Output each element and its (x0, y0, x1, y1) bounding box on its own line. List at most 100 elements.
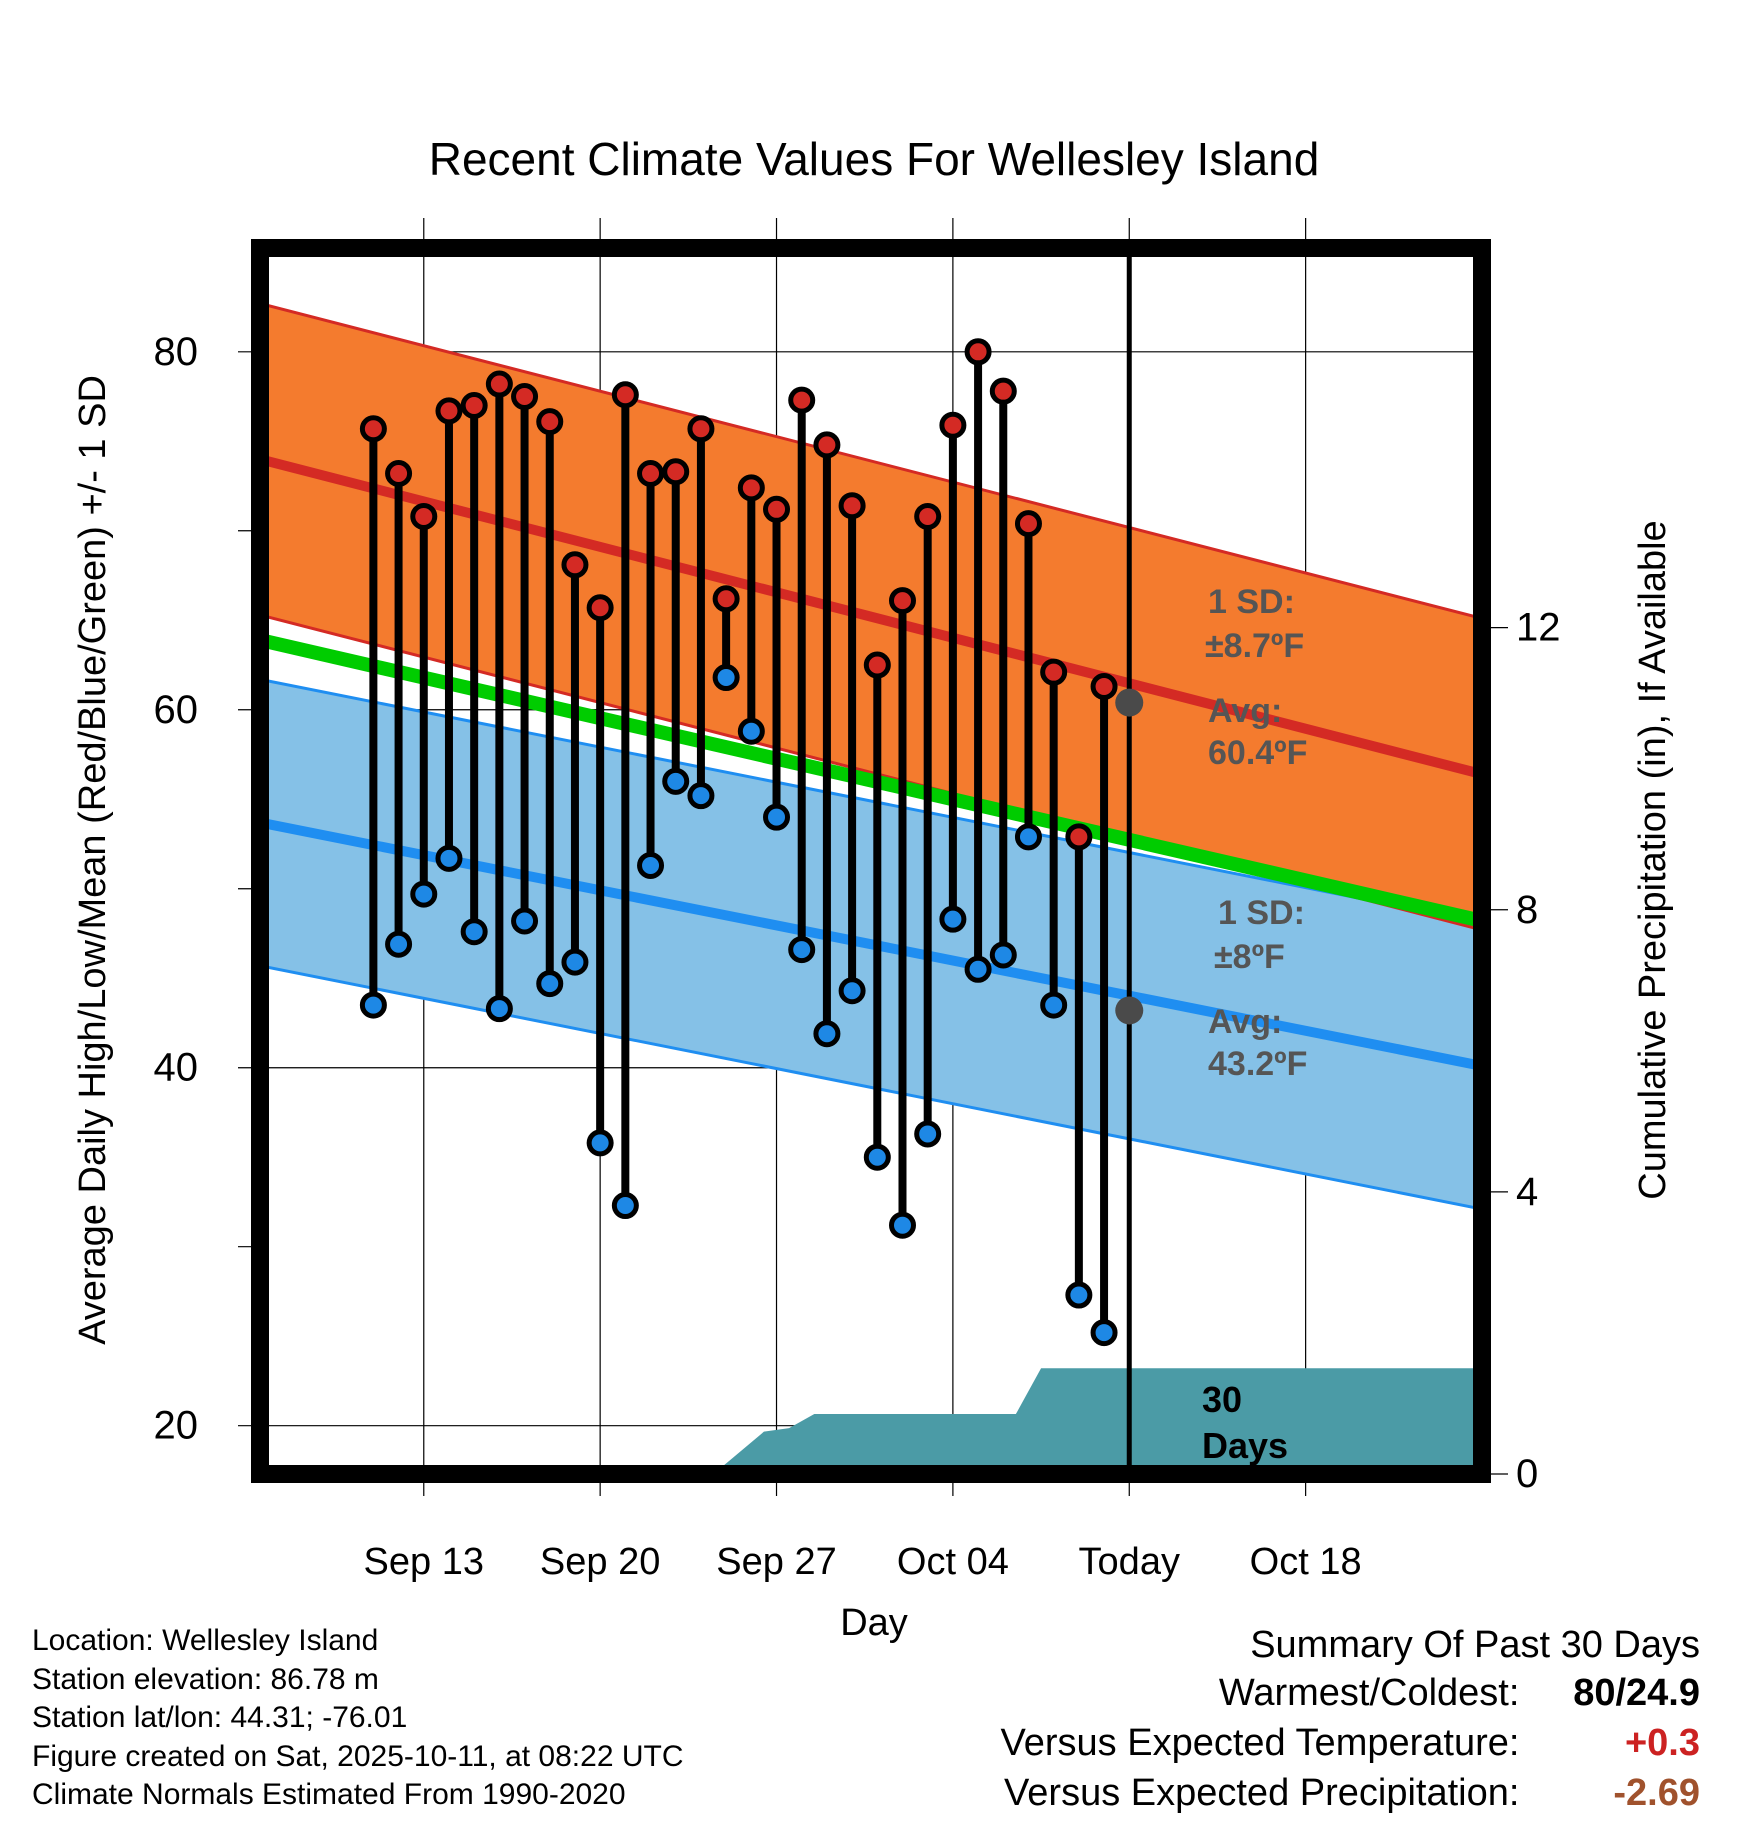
low-avg-value: 43.2ºF (1208, 1045, 1307, 1083)
low-point-21 (888, 1211, 916, 1239)
chart-title: Recent Climate Values For Wellesley Isla… (429, 133, 1320, 185)
high-point-23 (939, 411, 967, 439)
low-point-18 (813, 1020, 841, 1048)
high-point-24 (964, 338, 992, 366)
low-point-13 (687, 782, 715, 810)
summary-warmest-label: Warmest/Coldest: (1218, 1672, 1520, 1714)
low-point-2 (410, 880, 438, 908)
low-point-17 (788, 936, 816, 964)
low-point-15 (737, 717, 765, 745)
high-point-8 (561, 551, 589, 579)
x-tick-label-1: Sep 20 (540, 1541, 660, 1583)
info-normals: Climate Normals Estimated From 1990-2020 (32, 1778, 626, 1811)
y-tick-label-2: 60 (154, 688, 199, 732)
low-point-8 (561, 948, 589, 976)
low-point-7 (536, 970, 564, 998)
high-point-1 (385, 460, 413, 488)
low-point-3 (435, 844, 463, 872)
high-point-26 (1014, 510, 1042, 538)
info-elevation: Station elevation: 86.78 m (32, 1662, 379, 1696)
low-point-26 (1014, 823, 1042, 851)
x-tick-label-0: Sep 13 (364, 1541, 484, 1583)
normal-lines (260, 454, 1482, 1071)
plot-area (260, 301, 1482, 1474)
precip-cumulative-area (260, 1368, 1482, 1474)
days-label-word: Days (1202, 1425, 1288, 1466)
summary-heading: Summary Of Past 30 Days (1250, 1624, 1700, 1666)
high-point-16 (763, 495, 791, 523)
high-point-20 (863, 651, 891, 679)
high-point-28 (1065, 823, 1093, 851)
high-point-3 (435, 397, 463, 425)
summary-temp-value: +0.3 (1624, 1722, 1700, 1764)
low-point-9 (586, 1129, 614, 1157)
high-point-25 (989, 377, 1017, 405)
summary-warmest-row: Warmest/Coldest: 80/24.9 (1001, 1668, 1700, 1718)
high-point-14 (712, 585, 740, 613)
high-point-17 (788, 386, 816, 414)
low-sd-label: 1 SD: (1218, 894, 1305, 932)
normal-low-line (260, 817, 1482, 1071)
low-point-10 (611, 1192, 639, 1220)
summary-temp-label: Versus Expected Temperature: (1000, 1722, 1520, 1764)
summary-temp-row: Versus Expected Temperature: +0.3 (1001, 1718, 1700, 1768)
low-point-16 (763, 803, 791, 831)
low-point-22 (914, 1120, 942, 1148)
high-point-2 (410, 502, 438, 530)
high-avg-label: Avg: (1208, 692, 1282, 730)
low-point-20 (863, 1143, 891, 1171)
annotations: 1 SD: ±8.7ºF Avg: 60.4ºF 1 SD: ±8ºF Avg:… (1115, 583, 1307, 1466)
low-point-12 (662, 767, 690, 795)
high-point-10 (611, 381, 639, 409)
precip-area (260, 1368, 1482, 1474)
high-point-4 (460, 392, 488, 420)
summary-panel: Summary Of Past 30 Days Warmest/Coldest:… (1001, 1622, 1700, 1818)
high-point-5 (485, 370, 513, 398)
low-point-14 (712, 664, 740, 692)
days-label-number: 30 (1202, 1379, 1242, 1420)
high-point-21 (888, 587, 916, 615)
low-point-4 (460, 918, 488, 946)
plot-frame (251, 239, 1491, 1483)
high-sd-label: 1 SD: (1208, 583, 1295, 621)
low-point-29 (1090, 1319, 1118, 1347)
high-sd-value: ±8.7ºF (1205, 627, 1304, 665)
info-latlon: Station lat/lon: 44.31; -76.01 (32, 1701, 408, 1734)
high-point-9 (586, 594, 614, 622)
high-point-11 (637, 460, 665, 488)
y-axis-right: 0 4 8 12 (1482, 606, 1561, 1496)
y2-tick-label-0: 0 (1516, 1452, 1538, 1496)
high-point-18 (813, 431, 841, 459)
high-point-29 (1090, 672, 1118, 700)
low-point-11 (637, 851, 665, 879)
x-tick-label-2: Sep 27 (716, 1541, 836, 1583)
low-point-5 (485, 995, 513, 1023)
today-avg-high-marker (1115, 688, 1144, 717)
summary-warmest-value: 80/24.9 (1573, 1672, 1700, 1714)
y-tick-label-3: 80 (154, 330, 199, 374)
y-tick-label-1: 40 (154, 1046, 199, 1090)
x-axis: Sep 13 Sep 20 Sep 27 Oct 04 Today Oct 18 (364, 1474, 1362, 1583)
low-point-25 (989, 941, 1017, 969)
x-tick-label-3: Oct 04 (897, 1541, 1009, 1583)
high-point-12 (662, 458, 690, 486)
x-tick-label-4: Today (1079, 1541, 1180, 1583)
normal-high-line (260, 454, 1482, 780)
y2-tick-label-3: 12 (1516, 606, 1561, 650)
high-point-22 (914, 502, 942, 530)
low-point-24 (964, 955, 992, 983)
high-point-0 (359, 415, 387, 443)
info-location: Location: Wellesley Island (32, 1624, 379, 1657)
low-point-27 (1040, 991, 1068, 1019)
high-point-7 (536, 408, 564, 436)
y2-tick-label-2: 8 (1516, 888, 1538, 932)
y2-tick-label-1: 4 (1516, 1170, 1538, 1214)
low-avg-label: Avg: (1208, 1003, 1282, 1041)
daily-dots (359, 338, 1118, 1347)
x-axis-label: Day (840, 1602, 908, 1644)
high-point-27 (1040, 658, 1068, 686)
low-point-23 (939, 905, 967, 933)
y-axis-label: Average Daily High/Low/Mean (Red/Blue/Gr… (72, 375, 114, 1345)
summary-precip-row: Versus Expected Precipitation: -2.69 (1001, 1768, 1700, 1818)
